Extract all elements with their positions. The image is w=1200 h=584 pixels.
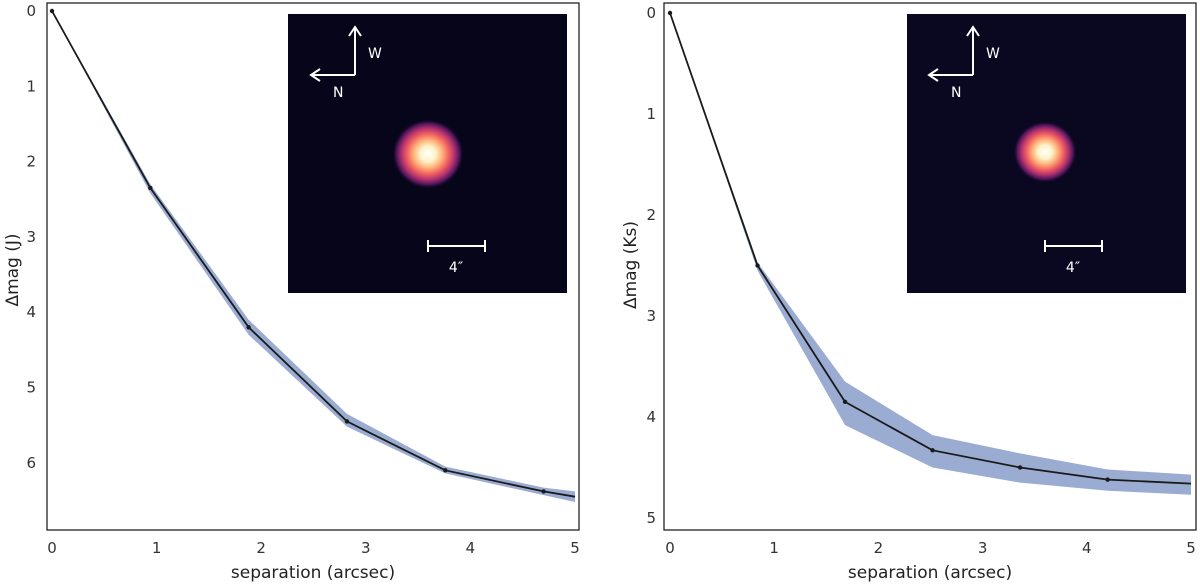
y-tick-label: 5	[26, 379, 36, 397]
y-tick-label: 5	[646, 509, 656, 527]
y-axis-label: Δmag (J)	[3, 233, 23, 306]
x-tick-label: 4	[466, 539, 476, 557]
star-psf	[392, 119, 464, 189]
north-arrow	[927, 68, 973, 82]
x-tick-label: 0	[665, 539, 675, 557]
x-axis-label: separation (arcsec)	[231, 563, 395, 583]
data-points	[49, 8, 546, 494]
inset-image: W N 4″	[907, 14, 1186, 293]
y-tick-label: 2	[646, 206, 656, 224]
north-arrow	[309, 68, 355, 82]
data-point	[344, 419, 350, 424]
x-tick-label: 4	[1082, 539, 1092, 557]
y-tick-label: 1	[26, 77, 36, 95]
compass-arrows	[927, 25, 980, 82]
scale-bar-label: 4″	[1066, 260, 1080, 276]
x-tick-labels: 0 1 2 3 4 5	[47, 539, 580, 557]
y-tick-label: 2	[26, 153, 36, 171]
data-point	[148, 185, 153, 191]
x-axis-label: separation (arcsec)	[848, 563, 1012, 583]
data-point	[541, 489, 546, 494]
y-tick-label: 3	[646, 307, 656, 325]
panel-j-band: 0 1 2 3 4 5 0 1 2 3 4 5 6 separation (arcsec) Δmag …	[3, 2, 580, 583]
x-tick-label: 3	[361, 539, 371, 557]
x-tick-label: 5	[570, 539, 580, 557]
data-point	[1105, 477, 1110, 482]
x-tick-label: 2	[874, 539, 884, 557]
data-point	[842, 399, 848, 405]
inset-image: W N 4″	[288, 14, 567, 293]
scale-bar-label: 4″	[449, 260, 463, 276]
scale-bar	[427, 240, 486, 252]
x-tick-label: 1	[769, 539, 779, 557]
data-points	[667, 10, 1110, 482]
data-point	[246, 325, 251, 330]
y-tick-label: 0	[646, 4, 656, 22]
compass-arrows	[309, 25, 362, 82]
y-axis-label: Δmag (Ks)	[621, 221, 641, 309]
data-point	[443, 468, 448, 473]
west-arrow	[966, 25, 980, 75]
y-tick-label: 0	[26, 2, 36, 20]
west-arrow	[348, 25, 362, 75]
compass-label-north: N	[333, 85, 343, 101]
y-tick-label: 1	[646, 105, 656, 123]
star-psf	[1013, 121, 1077, 183]
y-tick-label: 6	[26, 454, 36, 472]
y-tick-label: 4	[646, 408, 656, 426]
x-tick-label: 5	[1186, 539, 1196, 557]
x-tick-labels: 0 1 2 3 4 5	[665, 539, 1196, 557]
compass-label-west: W	[368, 46, 382, 62]
data-point	[930, 448, 935, 453]
compass-label-north: N	[951, 85, 961, 101]
y-tick-label: 4	[26, 303, 36, 321]
scale-bar	[1044, 240, 1103, 252]
y-tick-label: 3	[26, 228, 36, 246]
x-tick-label: 3	[978, 539, 988, 557]
x-tick-label: 2	[256, 539, 266, 557]
data-point	[667, 10, 673, 16]
panel-ks-band: 0 1 2 3 4 5 0 1 2 3 4 5 separation (arcsec) Δmag (…	[621, 2, 1197, 583]
data-point	[1017, 465, 1023, 470]
compass-label-west: W	[986, 46, 1000, 62]
y-tick-labels: 0 1 2 3 4 5 6	[26, 2, 36, 472]
y-tick-labels: 0 1 2 3 4 5	[646, 4, 656, 527]
x-tick-label: 0	[47, 539, 57, 557]
data-point	[49, 8, 55, 14]
x-tick-label: 1	[152, 539, 162, 557]
data-point	[755, 263, 760, 268]
